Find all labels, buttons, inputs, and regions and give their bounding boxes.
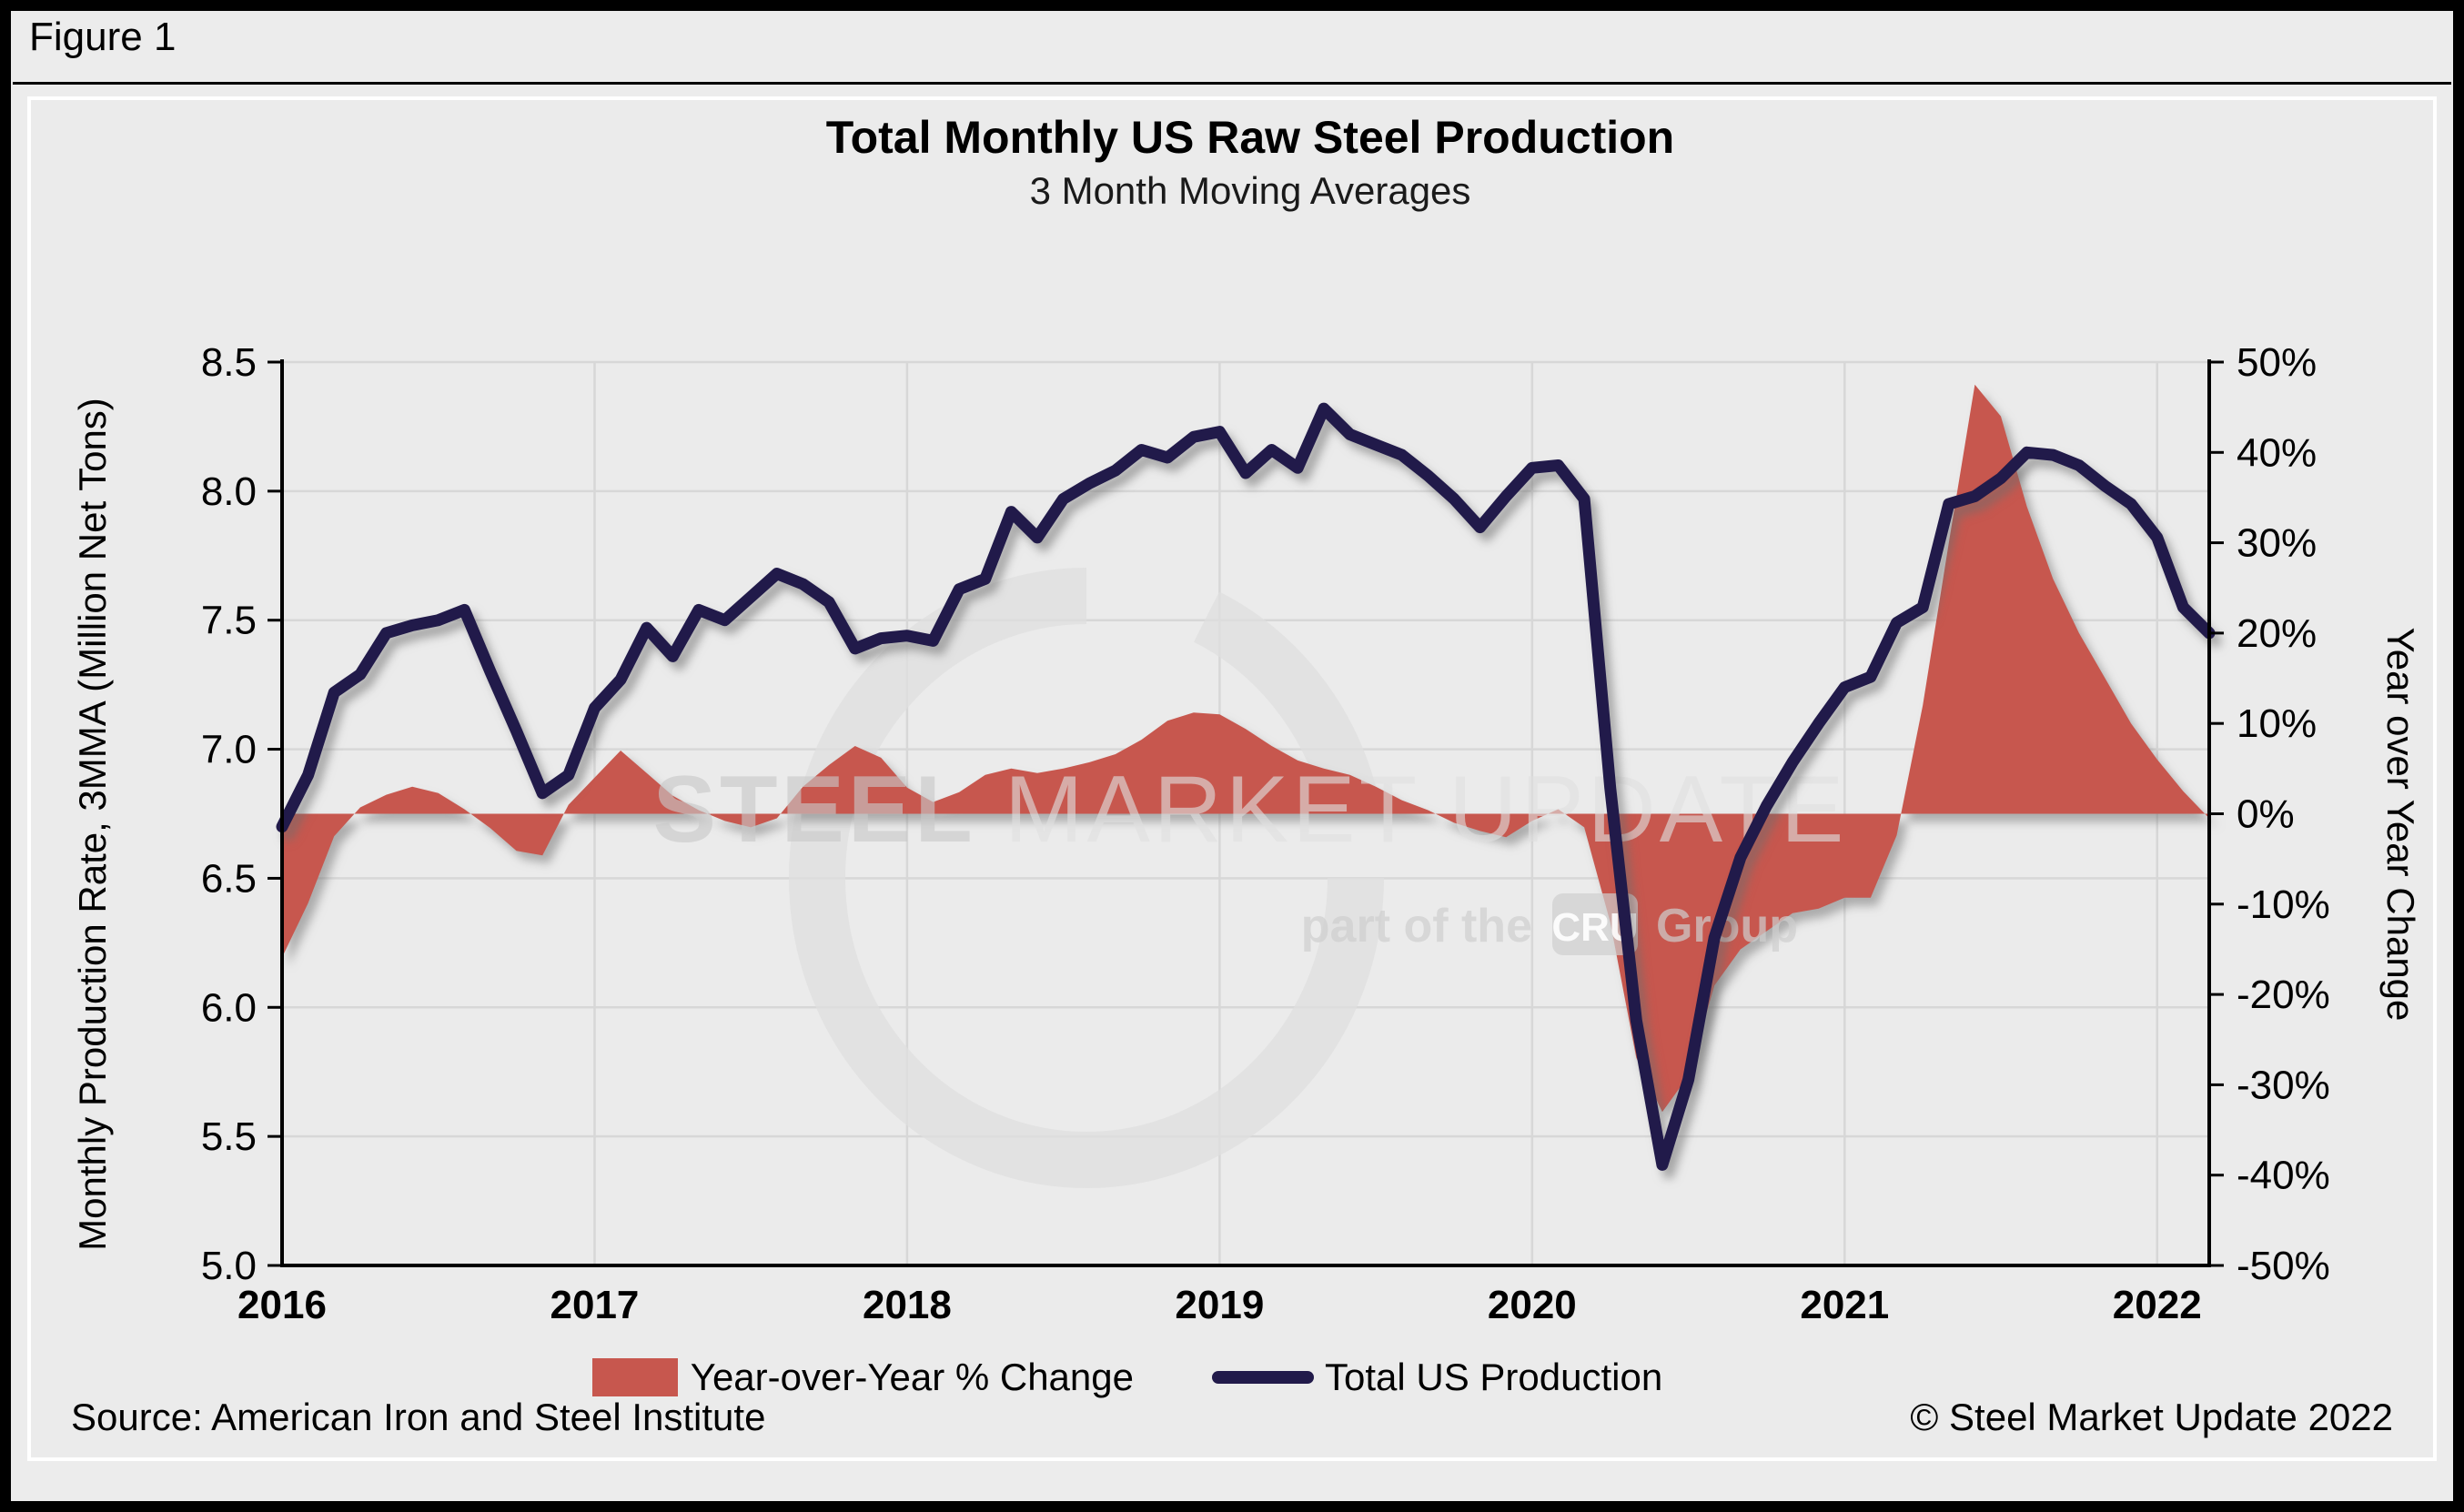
right-tick-label: 40% bbox=[2237, 430, 2317, 475]
watermark-text: STEEL MARKET UPDATE bbox=[653, 757, 1848, 862]
x-tick-label: 2016 bbox=[237, 1283, 327, 1327]
right-tick-label: -10% bbox=[2237, 882, 2330, 927]
left-tick-label: 8.5 bbox=[201, 340, 257, 385]
copyright-note: © Steel Market Update 2022 bbox=[1910, 1396, 2393, 1438]
left-tick-label: 6.0 bbox=[201, 985, 257, 1030]
watermark-cru-box bbox=[1552, 893, 1638, 955]
right-tick-label: -30% bbox=[2237, 1063, 2330, 1107]
x-tick-label: 2018 bbox=[863, 1283, 952, 1327]
legend-swatch-yoy-area bbox=[591, 1358, 678, 1396]
x-tick-label: 2017 bbox=[550, 1283, 640, 1327]
left-tick-label: 7.5 bbox=[201, 599, 257, 643]
chart-title: Total Monthly US Raw Steel Production bbox=[825, 112, 1675, 163]
figure-rule bbox=[13, 82, 2451, 85]
watermark-swoosh-arc bbox=[1193, 591, 1376, 801]
legend: Year-over-Year % Change Total US Product… bbox=[0, 1356, 2328, 1399]
left-tick-label: 7.0 bbox=[201, 728, 257, 772]
right-tick-label: 20% bbox=[2237, 611, 2317, 656]
legend-label-production: Total US Production bbox=[1325, 1356, 1663, 1398]
right-tick-label: -40% bbox=[2237, 1154, 2330, 1198]
watermark-swoosh-arc bbox=[789, 568, 1384, 1188]
right-tick-label: 50% bbox=[2237, 340, 2317, 385]
x-tick-label: 2020 bbox=[1488, 1283, 1577, 1327]
legend-swatch-production-line bbox=[1212, 1371, 1314, 1384]
right-tick-label: 30% bbox=[2237, 521, 2317, 566]
production-line-series bbox=[276, 402, 2216, 1171]
left-tick-label: 5.0 bbox=[201, 1244, 257, 1288]
chart-box: Total Monthly US Raw Steel Production 3 … bbox=[27, 96, 2437, 1461]
x-tick-label: 2022 bbox=[2113, 1283, 2202, 1327]
x-tick-label: 2019 bbox=[1175, 1283, 1264, 1327]
legend-label-yoy: Year-over-Year % Change bbox=[690, 1356, 1134, 1398]
figure-background: Figure 1 Total Monthly US Raw Steel Prod… bbox=[11, 11, 2453, 1501]
source-note: Source: American Iron and Steel Institut… bbox=[71, 1396, 766, 1438]
chart-subtitle: 3 Month Moving Averages bbox=[1029, 169, 1471, 212]
right-tick-label: -20% bbox=[2237, 973, 2330, 1017]
x-tick-label: 2021 bbox=[1800, 1283, 1889, 1327]
right-tick-label: 0% bbox=[2237, 792, 2295, 837]
yoy-area-series bbox=[282, 384, 2209, 1113]
watermark-subtext: part of the bbox=[1301, 900, 1532, 953]
right-tick-label: 10% bbox=[2237, 701, 2317, 746]
left-tick-label: 8.0 bbox=[201, 469, 257, 514]
figure-label: Figure 1 bbox=[29, 15, 177, 59]
right-tick-label: -50% bbox=[2237, 1244, 2330, 1288]
left-tick-label: 6.5 bbox=[201, 856, 257, 901]
left-tick-label: 5.5 bbox=[201, 1114, 257, 1159]
